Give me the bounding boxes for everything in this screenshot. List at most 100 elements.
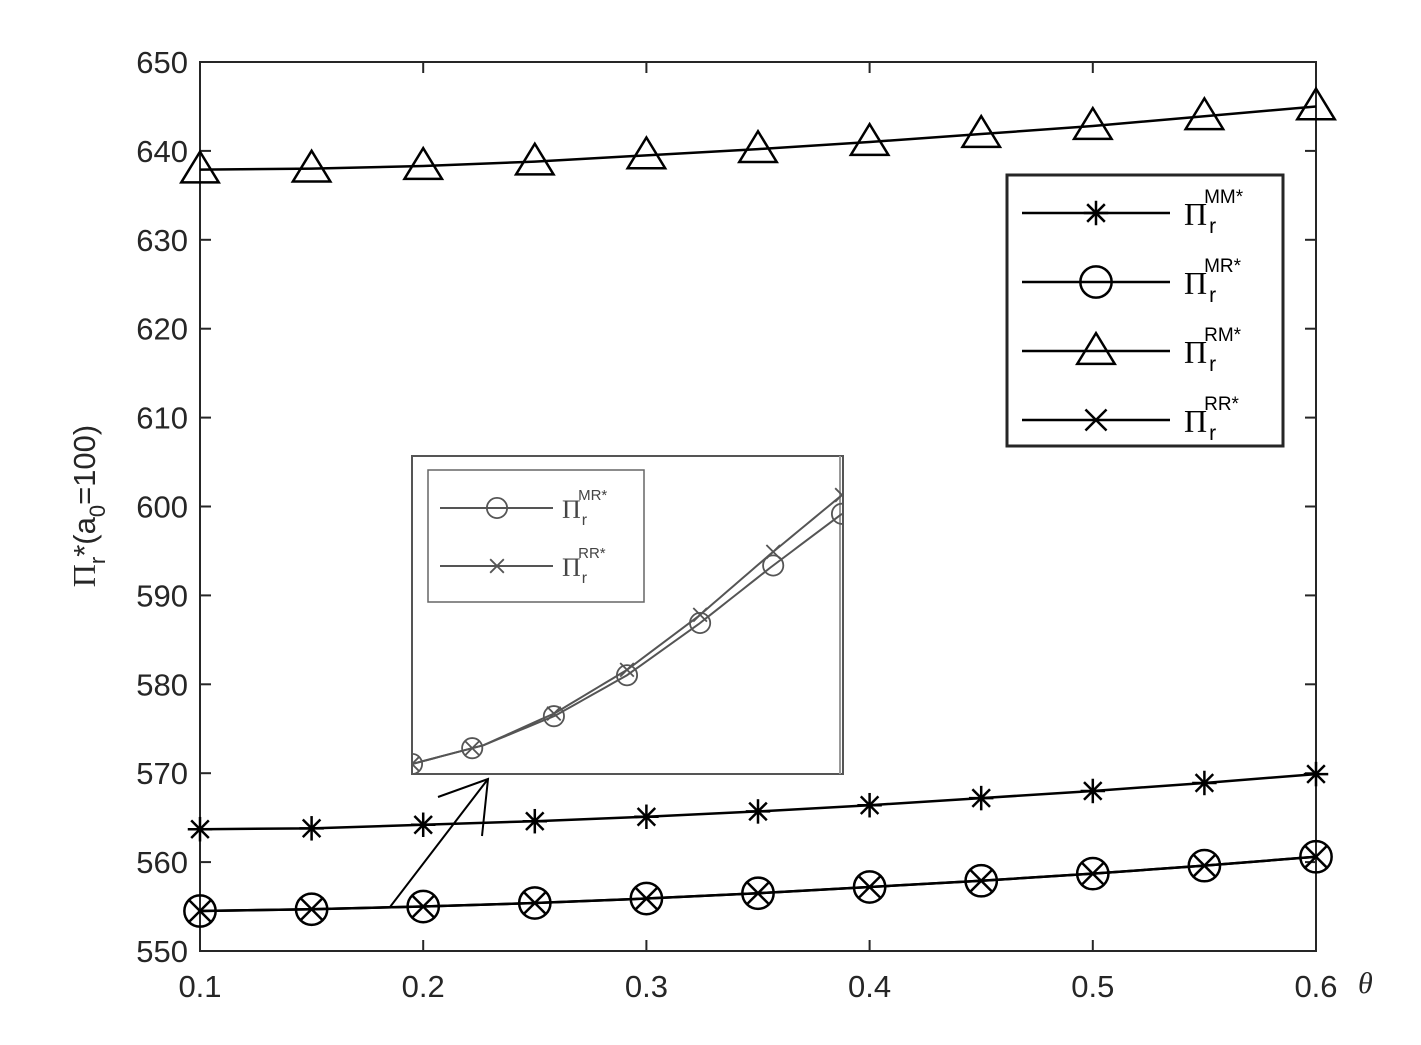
point-mm-1 [299,816,324,841]
legend-label-1: ΠrMR* [1184,256,1242,307]
inset-legend-marker-0-circle [485,496,509,520]
point-rm-3 [513,141,556,176]
point-rm-10-triangle [1295,86,1337,121]
point-rr-5-x2 [746,881,770,905]
inset-series-mr-point-2 [542,705,565,728]
ytick-label-2: 570 [136,756,188,791]
inset-series-mr-point-4 [689,611,712,635]
x-axis-label: θ [1358,967,1373,1000]
inset-series-mr-point-5-circle [762,554,785,577]
inset-series-mr-point-3 [615,664,639,687]
y-label-rest-end: =100) [67,425,102,505]
point-rm-6 [848,121,891,157]
point-rm-6-triangle [848,121,891,157]
point-rr-3-x2 [523,891,547,915]
inset-series-mr-line [412,513,843,765]
inset-legend-label-1: ΠrRR* [562,545,606,587]
point-rm-1 [290,148,333,183]
point-mm-9-a4 [1194,773,1215,793]
xtick-label-5: 0.6 [1294,969,1337,1004]
ytick-label-1: 560 [136,845,188,880]
xtick-label-1: 0.2 [402,969,445,1004]
point-mm-3-a4 [525,811,545,831]
point-rm-4-triangle [625,135,668,170]
point-rm-7 [960,113,1003,149]
ytick-label-9: 640 [136,134,188,169]
y-label-rest-sub: 0 [85,505,110,517]
inset-series-mr-point-6-circle [830,502,843,525]
series-layer [179,86,1337,928]
point-mm-6 [857,792,882,818]
xtick-label-2: 0.3 [625,969,668,1004]
point-rr-3 [523,891,547,915]
point-mm-3 [522,808,548,834]
legend-entry-1: ΠrMR* [1022,256,1242,307]
legend-entry-2: ΠrRM* [1022,325,1242,376]
inset: ΠrMR* ΠrRR* [411,455,844,775]
inset-series-rr-point-6 [834,487,843,503]
point-mm-6-a4 [859,795,880,815]
inset-legend-label-0: ΠrMR* [562,487,607,529]
point-mm-5-a4 [748,801,768,822]
point-rr-1-x2 [300,897,324,921]
inset-series-mr-point-4-circle [689,611,712,635]
point-rm-8-triangle [1071,105,1114,141]
point-mm-8-a4 [1083,781,1103,801]
ytick-label-7: 620 [136,312,188,347]
point-rr-8-x2 [1081,862,1105,886]
inset-series-mr-point-5 [762,554,785,577]
x-tick-labels: 0.1 0.2 0.3 0.4 0.5 0.6 [178,969,1337,1004]
axis-ticks [199,61,1317,952]
ytick-label-6: 610 [136,401,188,436]
point-rr-6 [858,875,882,899]
point-rr-0-x2 [188,899,212,923]
point-mm-10 [1303,761,1329,787]
legend-marker-0-a4 [1086,203,1106,223]
point-rm-10 [1295,86,1337,121]
point-rr-5 [746,881,770,905]
ytick-label-8: 630 [136,223,188,258]
point-rr-9 [1192,854,1216,878]
y-axis-label: Πr*(a0=100) [66,425,110,587]
point-rm-1-triangle [290,148,333,183]
point-rr-10 [1304,845,1328,869]
svg-text:Πr*(a0=100): Πr*(a0=100) [66,425,110,587]
inset-legend: ΠrMR* ΠrRR* [440,487,607,587]
point-mm-0-a4 [190,819,210,839]
inset-series-rr-point-6-x2 [834,492,843,503]
y-tick-labels: 550 560 570 580 590 600 610 620 630 640 650 [136,45,188,969]
point-mm-5 [745,799,771,824]
point-rr-6-x2 [858,875,882,899]
point-mm-7-a4 [971,788,991,808]
inset-series-rr-point-0-x1 [412,762,420,772]
legend-marker-3 [1084,408,1108,432]
legend-label-0: ΠrMM* [1184,187,1244,238]
point-rr-7 [969,869,993,893]
inset-series-rr-point-0 [412,756,420,772]
xtick-label-3: 0.4 [848,969,891,1004]
point-mm-0 [187,816,213,842]
point-rm-9-triangle [1183,95,1226,131]
ytick-label-4: 590 [136,578,188,613]
point-rr-7-x2 [969,869,993,893]
legend-marker-1 [1079,265,1113,299]
point-mm-4 [634,804,659,830]
zoom-arrow [389,777,490,908]
legend-label-2: ΠrRM* [1184,325,1242,376]
series-mm [187,761,1329,842]
point-mm-2-a4 [413,815,433,835]
point-rr-1 [300,897,324,921]
y-label-sub: r [85,557,110,564]
point-mm-10-a4 [1306,764,1326,784]
point-rr-10-x2 [1304,845,1328,869]
inset-series-rr-point-4-x2 [692,607,708,623]
xtick-label-0: 0.1 [178,969,221,1004]
y-label-rest: *(a [67,516,102,556]
inset-series-mr [412,502,843,774]
y-label-symbol: Π [66,564,102,587]
inset-series-mr-point-2-circle [542,705,565,728]
inset-series-mr-point-1-circle [461,737,484,760]
inset-legend-marker-1-x2 [489,558,505,574]
point-rm-9 [1183,95,1226,131]
